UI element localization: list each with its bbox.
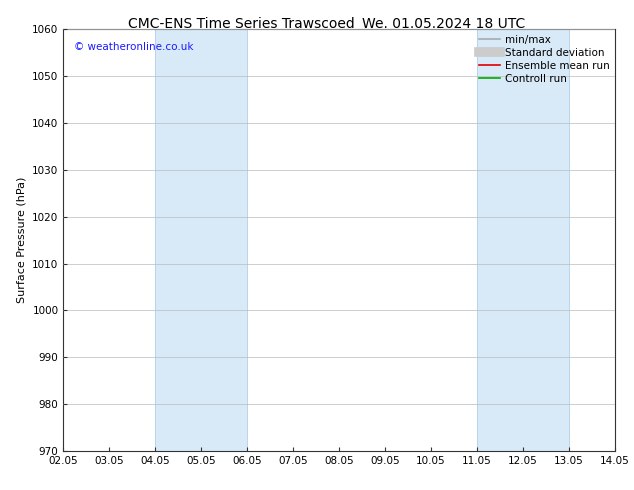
Legend: min/max, Standard deviation, Ensemble mean run, Controll run: min/max, Standard deviation, Ensemble me… — [479, 35, 610, 84]
Y-axis label: Surface Pressure (hPa): Surface Pressure (hPa) — [16, 177, 27, 303]
Bar — [155, 29, 247, 451]
Bar — [477, 29, 569, 451]
Text: © weatheronline.co.uk: © weatheronline.co.uk — [74, 42, 194, 52]
Text: We. 01.05.2024 18 UTC: We. 01.05.2024 18 UTC — [362, 17, 526, 31]
Text: CMC-ENS Time Series Trawscoed: CMC-ENS Time Series Trawscoed — [127, 17, 354, 31]
